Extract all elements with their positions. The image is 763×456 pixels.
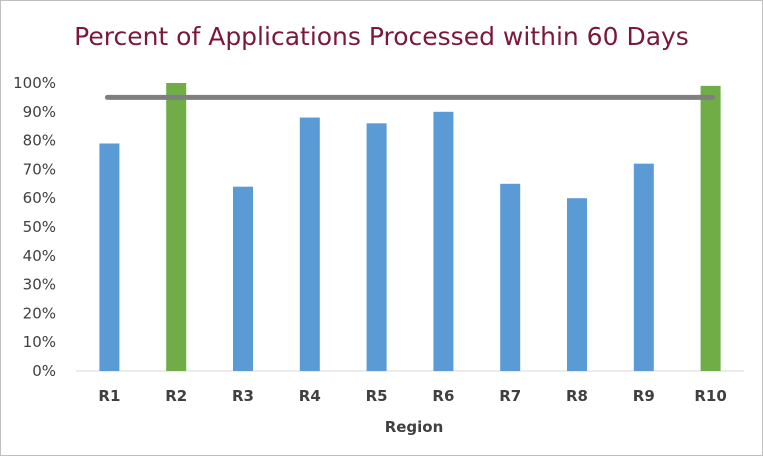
y-tick-label: 30% xyxy=(23,276,56,294)
y-tick-label: 40% xyxy=(23,247,56,265)
y-tick-label: 60% xyxy=(23,189,56,207)
x-axis-label: Region xyxy=(385,418,444,436)
bar-r7 xyxy=(500,183,521,371)
bar-r6 xyxy=(433,111,454,372)
bar-r2 xyxy=(166,83,187,371)
x-tick-label: R1 xyxy=(98,387,120,405)
x-tick-label: R7 xyxy=(499,387,521,405)
bar-r3 xyxy=(233,186,253,371)
x-tick-label: R2 xyxy=(165,387,187,405)
bar-r5 xyxy=(366,123,387,371)
bar-r9 xyxy=(633,163,654,371)
x-tick-label: R9 xyxy=(633,387,655,405)
y-tick-label: 100% xyxy=(13,74,56,92)
y-tick-label: 70% xyxy=(23,160,56,178)
x-tick-label: R10 xyxy=(694,387,726,405)
y-axis-ticks: 0% 10% 20% 30% 40% 50% 60% 70% 80% 90% 100% xyxy=(13,74,56,380)
x-tick-label: R6 xyxy=(432,387,454,405)
y-tick-label: 10% xyxy=(23,333,56,351)
bar-r1 xyxy=(99,143,120,371)
bar-r8 xyxy=(567,198,587,371)
bar-r10 xyxy=(700,85,721,371)
x-tick-label: R5 xyxy=(366,387,388,405)
x-tick-label: R8 xyxy=(566,387,588,405)
y-tick-label: 50% xyxy=(23,218,56,236)
chart-title: Percent of Applications Processed within… xyxy=(74,22,689,51)
x-tick-label: R3 xyxy=(232,387,254,405)
bar-r4 xyxy=(299,117,320,371)
y-tick-label: 80% xyxy=(23,132,56,150)
y-tick-label: 90% xyxy=(23,103,56,121)
x-axis-ticks: R1 R2 R3 R4 R5 R6 R7 R8 R9 R10 xyxy=(98,387,726,405)
bars xyxy=(99,83,721,372)
x-tick-label: R4 xyxy=(299,387,321,405)
y-tick-label: 20% xyxy=(23,304,56,322)
y-tick-label: 0% xyxy=(32,362,56,380)
